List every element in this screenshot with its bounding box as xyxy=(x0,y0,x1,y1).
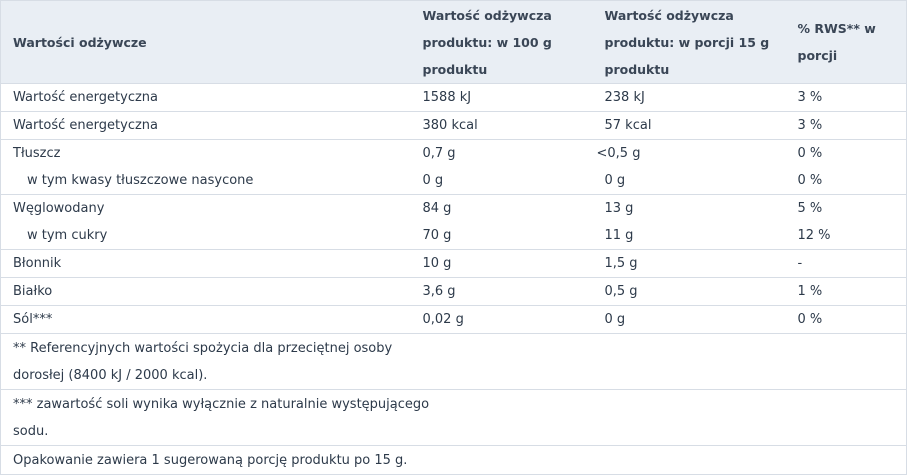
nutrient-name: Wartość energetyczna xyxy=(0,83,411,112)
table-row: w tym cukry 70 g 11 g 12 % xyxy=(1,222,907,250)
nutrient-name: Węglowodany xyxy=(0,194,411,222)
value-per-portion: <0,5 g xyxy=(592,139,786,167)
rws-footnote-line2: dorosłej (8400 kJ / 2000 kcal). xyxy=(13,367,208,383)
package-note-row: Opakowanie zawiera 1 sugerowaną porcję p… xyxy=(0,445,907,475)
value-rws: 3 % xyxy=(785,83,907,112)
value-per-100g: 0,7 g xyxy=(410,139,593,167)
value-rws: - xyxy=(785,249,907,278)
value-per-portion: 238 kJ xyxy=(592,83,786,112)
value-rws: 0 % xyxy=(785,305,907,334)
salt-footnote: *** zawartość soli wynika wyłącznie z na… xyxy=(0,389,907,446)
nutrient-name: Tłuszcz xyxy=(0,139,411,167)
table-row: w tym kwasy tłuszczowe nasycone 0 g 0 g … xyxy=(1,167,907,195)
nutrient-name: w tym cukry xyxy=(27,228,108,243)
value-per-100g: 84 g xyxy=(410,194,593,222)
rws-footnote: ** Referencyjnych wartości spożycia dla … xyxy=(0,333,907,390)
value-per-100g: 380 kcal xyxy=(410,111,593,140)
value-per-portion: 1,5 g xyxy=(592,249,786,278)
value-per-portion: 0,5 g xyxy=(592,277,786,306)
header-nutrients: Wartości odżywcze xyxy=(0,0,411,84)
nutrient-name: Sól*** xyxy=(0,305,411,334)
table-row: Błonnik 10 g 1,5 g - xyxy=(0,249,907,278)
value-per-portion: 0 g xyxy=(592,305,786,334)
rws-footnote-row: ** Referencyjnych wartości spożycia dla … xyxy=(0,333,907,390)
table-row: Sól*** 0,02 g 0 g 0 % xyxy=(0,305,907,334)
value-rws: 12 % xyxy=(797,228,831,243)
value-per-100g: 70 g xyxy=(422,228,452,243)
value-per-100g: 0 g xyxy=(422,173,444,188)
rws-footnote-line1: ** Referencyjnych wartości spożycia dla … xyxy=(13,340,393,356)
value-rws: 0 % xyxy=(785,139,907,167)
table-header-row: Wartości odżywcze Wartość odżywcza produ… xyxy=(0,0,907,84)
value-rws: 3 % xyxy=(785,111,907,140)
salt-footnote-line1: *** zawartość soli wynika wyłącznie z na… xyxy=(13,396,430,412)
value-rws: 1 % xyxy=(785,277,907,306)
value-per-100g: 3,6 g xyxy=(410,277,593,306)
table-row: Węglowodany 84 g 13 g 5 % xyxy=(0,194,907,222)
value-per-100g: 1588 kJ xyxy=(410,83,593,112)
value-rws: 5 % xyxy=(785,194,907,222)
salt-footnote-line2: sodu. xyxy=(13,423,49,439)
header-per-100g: Wartość odżywcza produktu: w 100 g produ… xyxy=(410,0,593,84)
nutrient-name: Białko xyxy=(0,277,411,306)
value-per-100g: 10 g xyxy=(410,249,593,278)
nutrient-name: Błonnik xyxy=(0,249,411,278)
value-per-portion: 13 g xyxy=(592,194,786,222)
value-rws: 0 % xyxy=(797,173,823,188)
table-row: Wartość energetyczna 380 kcal 57 kcal 3 … xyxy=(0,111,907,140)
header-rws: % RWS** w porcji xyxy=(785,0,907,84)
value-per-portion: 11 g xyxy=(604,228,634,243)
salt-footnote-row: *** zawartość soli wynika wyłącznie z na… xyxy=(0,389,907,446)
value-per-100g: 0,02 g xyxy=(410,305,593,334)
header-per-portion: Wartość odżywcza produktu: w porcji 15 g… xyxy=(592,0,786,84)
table-row: Wartość energetyczna 1588 kJ 238 kJ 3 % xyxy=(0,83,907,112)
nutrient-name: w tym kwasy tłuszczowe nasycone xyxy=(27,173,254,188)
package-note: Opakowanie zawiera 1 sugerowaną porcję p… xyxy=(0,445,907,475)
value-per-portion: 57 kcal xyxy=(592,111,786,140)
table-row: Tłuszcz 0,7 g <0,5 g 0 % xyxy=(0,139,907,167)
table-row: Białko 3,6 g 0,5 g 1 % xyxy=(0,277,907,306)
value-per-portion: 0 g xyxy=(604,173,626,188)
nutrient-name: Wartość energetyczna xyxy=(0,111,411,140)
